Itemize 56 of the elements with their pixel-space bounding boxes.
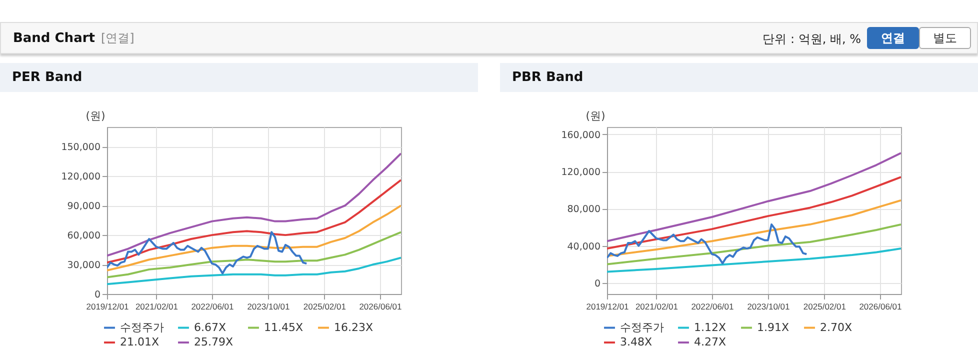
text: 별도 [919, 27, 971, 49]
chart-title: PER Band [0, 63, 478, 92]
line-series [107, 179, 401, 264]
x-tick-label: 2026/06/01 [859, 302, 902, 312]
legend-label: 16.23X [334, 320, 374, 334]
x-tick-label: 2021/02/01 [635, 302, 678, 312]
legend-label: 수정주가 [620, 320, 664, 334]
line-series [107, 231, 308, 274]
chart-title: PBR Band [500, 63, 978, 92]
legend-label: 2.70X [820, 320, 852, 334]
x-tick-label: 2026/06/01 [359, 302, 402, 312]
y-tick-label: 0 [94, 290, 100, 300]
line-series [607, 223, 808, 264]
line-series [107, 204, 401, 272]
line-series [107, 256, 401, 286]
y-tick-label: 90,000 [67, 201, 100, 212]
legend-label: 11.45X [264, 320, 304, 334]
text: 단위 : 억원, 배, % [762, 31, 861, 48]
y-tick-label: 120,000 [561, 167, 600, 178]
line-series [107, 152, 401, 257]
legend-label: 25.79X [194, 336, 234, 348]
legend-label: 수정주가 [120, 320, 164, 334]
x-tick-label: 2023/10/01 [747, 302, 790, 312]
x-tick-label: 2025/02/01 [803, 302, 846, 312]
x-tick-label: 2019/12/01 [86, 302, 130, 312]
text: [연결] [100, 31, 134, 45]
y-tick-label: 60,000 [67, 230, 100, 242]
y-tick-label: 150,000 [61, 142, 100, 154]
legend-label: 3.48X [620, 336, 652, 348]
text: 연결 [867, 27, 919, 49]
y-tick-label: 40,000 [567, 241, 600, 252]
line-series [607, 152, 901, 242]
y-tick-label: 0 [594, 278, 600, 290]
y-axis-title: (원) [586, 110, 606, 122]
text: Band Chart [13, 31, 95, 46]
line-series [107, 231, 401, 278]
line-series [607, 248, 901, 273]
y-tick-label: 30,000 [67, 260, 100, 272]
legend-label: 1.91X [757, 320, 790, 334]
legend-label: 21.01X [120, 336, 160, 348]
line-series [607, 176, 901, 250]
y-tick-label: 160,000 [561, 130, 600, 141]
legend-label: 6.67X [194, 320, 226, 334]
x-tick-label: 2022/06/01 [191, 302, 234, 312]
legend-label: 4.27X [694, 336, 726, 348]
y-tick-label: 80,000 [567, 204, 600, 216]
x-tick-label: 2025/02/01 [303, 302, 346, 312]
y-tick-label: 120,000 [61, 172, 100, 183]
y-axis-title: (원) [86, 110, 106, 122]
legend-label: 1.12X [694, 320, 726, 334]
x-tick-label: 2019/12/01 [586, 302, 630, 312]
line-series [607, 223, 901, 266]
line-series [607, 199, 901, 257]
x-tick-label: 2021/02/01 [135, 302, 178, 312]
x-tick-label: 2022/06/01 [691, 302, 734, 312]
x-tick-label: 2023/10/01 [247, 302, 290, 312]
